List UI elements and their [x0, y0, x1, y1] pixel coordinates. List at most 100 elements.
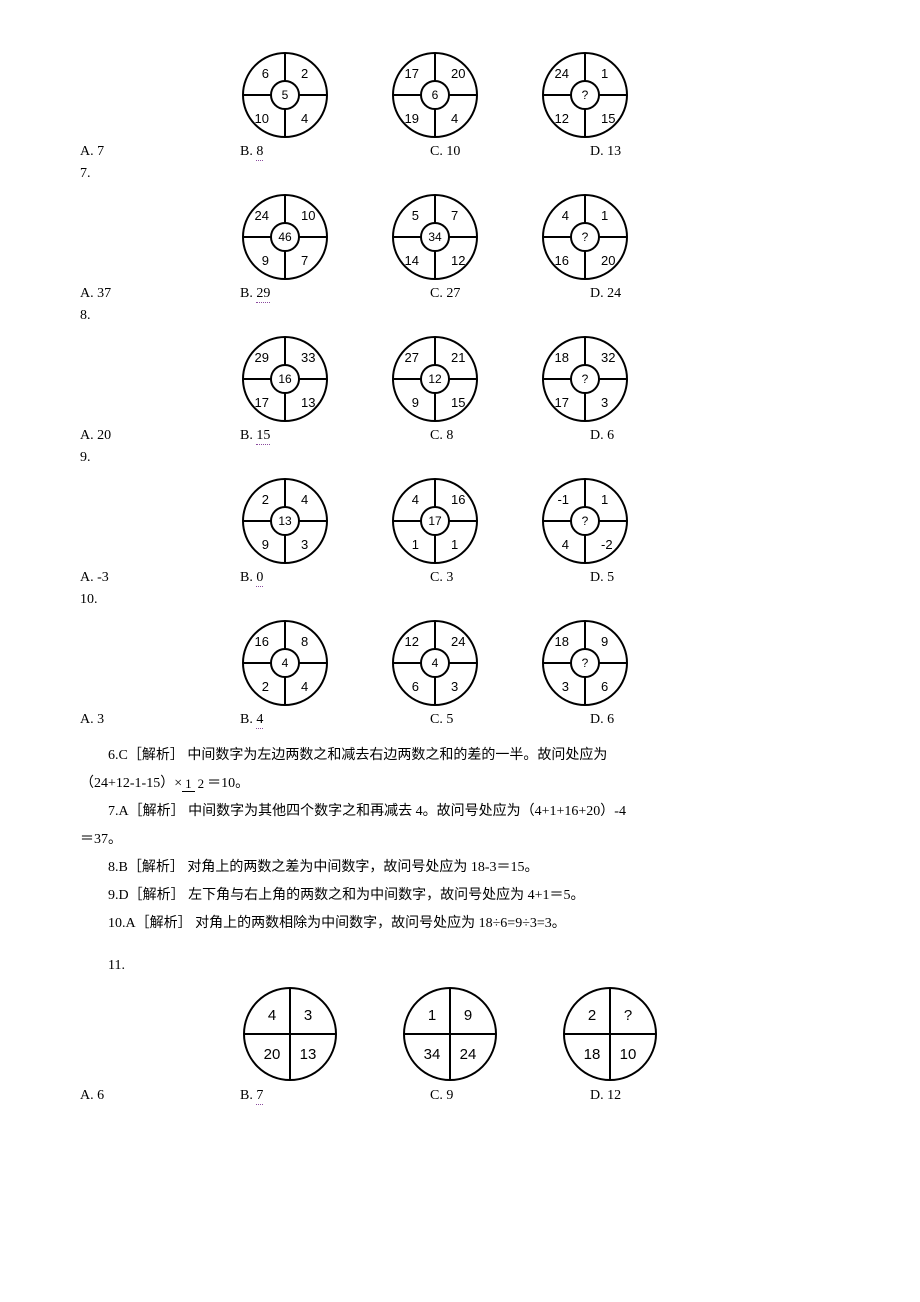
circle-diagram: -1 1 4 -2 ? — [540, 476, 630, 566]
options-row: A. 20B. 15C. 8D. 6 — [80, 428, 840, 444]
diagram-row: 29 33 17 13 16 27 21 9 15 12 1 — [240, 334, 840, 424]
svg-text:9: 9 — [262, 537, 269, 552]
svg-text:17: 17 — [405, 66, 419, 81]
svg-text:?: ? — [582, 372, 589, 386]
explanation-line: 6.C［解析］ 中间数字为左边两数之和减去右边两数之和的差的一半。故问处应为 — [80, 742, 840, 770]
option-b: B. 4 — [240, 712, 430, 728]
svg-text:18: 18 — [555, 350, 569, 365]
option-c: C. 27 — [430, 286, 590, 302]
svg-text:?: ? — [582, 514, 589, 528]
svg-text:4: 4 — [562, 208, 569, 223]
question-number: 8. — [80, 308, 840, 324]
svg-text:24: 24 — [255, 208, 269, 223]
svg-text:18: 18 — [584, 1046, 601, 1063]
svg-text:27: 27 — [405, 350, 419, 365]
svg-text:17: 17 — [555, 395, 569, 410]
svg-text:2: 2 — [262, 492, 269, 507]
circle-diagram: 2 ? 18 10 — [560, 984, 660, 1084]
svg-text:9: 9 — [464, 1007, 472, 1024]
svg-text:-2: -2 — [601, 537, 613, 552]
option-b: B. 15 — [240, 428, 430, 444]
svg-text:4: 4 — [412, 492, 419, 507]
svg-text:16: 16 — [278, 372, 292, 386]
svg-text:4: 4 — [562, 537, 569, 552]
circle-diagram: 27 21 9 15 12 — [390, 334, 480, 424]
svg-text:13: 13 — [301, 395, 315, 410]
option-d: D. 24 — [590, 286, 740, 302]
svg-text:33: 33 — [301, 350, 315, 365]
explanation-line: 7.A［解析］ 中间数字为其他四个数字之和再减去 4。故问号处应为（4+1+16… — [80, 798, 840, 826]
circle-diagram: 5 7 14 12 34 — [390, 192, 480, 282]
diagram-row: 6 2 10 4 5 17 20 19 4 6 24 — [240, 50, 840, 140]
svg-text:6: 6 — [412, 679, 419, 694]
circle-diagram: 6 2 10 4 5 — [240, 50, 330, 140]
svg-text:?: ? — [582, 88, 589, 102]
svg-text:17: 17 — [428, 514, 442, 528]
circle-diagram: 18 9 3 6 ? — [540, 618, 630, 708]
options-row: A. 3B. 4C. 5D. 6 — [80, 712, 840, 728]
svg-text:29: 29 — [255, 350, 269, 365]
svg-text:24: 24 — [451, 634, 465, 649]
question-number: 9. — [80, 450, 840, 466]
svg-text:20: 20 — [601, 253, 615, 268]
question-number: 11. — [80, 958, 840, 974]
circle-diagram: 29 33 17 13 16 — [240, 334, 330, 424]
svg-text:14: 14 — [405, 253, 419, 268]
svg-text:24: 24 — [460, 1046, 477, 1063]
svg-text:3: 3 — [562, 679, 569, 694]
svg-text:9: 9 — [262, 253, 269, 268]
svg-text:?: ? — [582, 656, 589, 670]
svg-text:-1: -1 — [557, 492, 569, 507]
option-a: A. 3 — [80, 712, 240, 728]
svg-text:5: 5 — [282, 88, 289, 102]
svg-text:32: 32 — [601, 350, 615, 365]
option-d: D. 13 — [590, 144, 740, 160]
svg-text:16: 16 — [255, 634, 269, 649]
option-a: A. 6 — [80, 1088, 240, 1104]
svg-text:4: 4 — [451, 111, 458, 126]
explanation-line: 10.A［解析］ 对角上的两数相除为中间数字，故问号处应为 18÷6=9÷3=3… — [80, 910, 840, 938]
diagram-row: 4 3 20 13 1 9 34 24 2 ? 18 10 — [240, 984, 840, 1084]
options-row: A. -3B. 0C. 3D. 5 — [80, 570, 840, 586]
svg-text:34: 34 — [424, 1046, 441, 1063]
svg-text:15: 15 — [451, 395, 465, 410]
question-number: 10. — [80, 592, 840, 608]
explanation-line: （24+12-1-15）×12＝10。 — [80, 770, 840, 798]
svg-text:3: 3 — [451, 679, 458, 694]
svg-text:6: 6 — [432, 88, 439, 102]
svg-text:24: 24 — [555, 66, 569, 81]
svg-text:20: 20 — [451, 66, 465, 81]
option-a: A. 20 — [80, 428, 240, 444]
svg-text:16: 16 — [555, 253, 569, 268]
svg-text:1: 1 — [601, 66, 608, 81]
circle-diagram: 18 32 17 3 ? — [540, 334, 630, 424]
svg-text:1: 1 — [601, 208, 608, 223]
explanation-line: ＝37。 — [80, 826, 840, 854]
svg-text:16: 16 — [451, 492, 465, 507]
diagram-row: 24 10 9 7 46 5 7 14 12 34 4 — [240, 192, 840, 282]
svg-text:21: 21 — [451, 350, 465, 365]
svg-text:7: 7 — [301, 253, 308, 268]
svg-text:12: 12 — [428, 372, 442, 386]
options-row: A. 7B. 8C. 10D. 13 — [80, 144, 840, 160]
svg-text:13: 13 — [300, 1046, 317, 1063]
circle-diagram: 4 16 1 1 17 — [390, 476, 480, 566]
svg-text:4: 4 — [301, 492, 308, 507]
svg-text:46: 46 — [278, 230, 292, 244]
option-a: A. 37 — [80, 286, 240, 302]
svg-text:5: 5 — [412, 208, 419, 223]
explanation-block: 6.C［解析］ 中间数字为左边两数之和减去右边两数之和的差的一半。故问处应为（2… — [80, 742, 840, 938]
option-c: C. 9 — [430, 1088, 590, 1104]
svg-text:7: 7 — [451, 208, 458, 223]
option-d: D. 6 — [590, 712, 740, 728]
circle-diagram: 12 24 6 3 4 — [390, 618, 480, 708]
option-b: B. 8 — [240, 144, 430, 160]
svg-text:19: 19 — [405, 111, 419, 126]
diagram-row: 2 4 9 3 13 4 16 1 1 17 -1 — [240, 476, 840, 566]
svg-text:4: 4 — [301, 679, 308, 694]
svg-text:10: 10 — [620, 1046, 637, 1063]
option-c: C. 5 — [430, 712, 590, 728]
circle-diagram: 4 3 20 13 — [240, 984, 340, 1084]
svg-text:34: 34 — [428, 230, 442, 244]
question-number: 7. — [80, 166, 840, 182]
